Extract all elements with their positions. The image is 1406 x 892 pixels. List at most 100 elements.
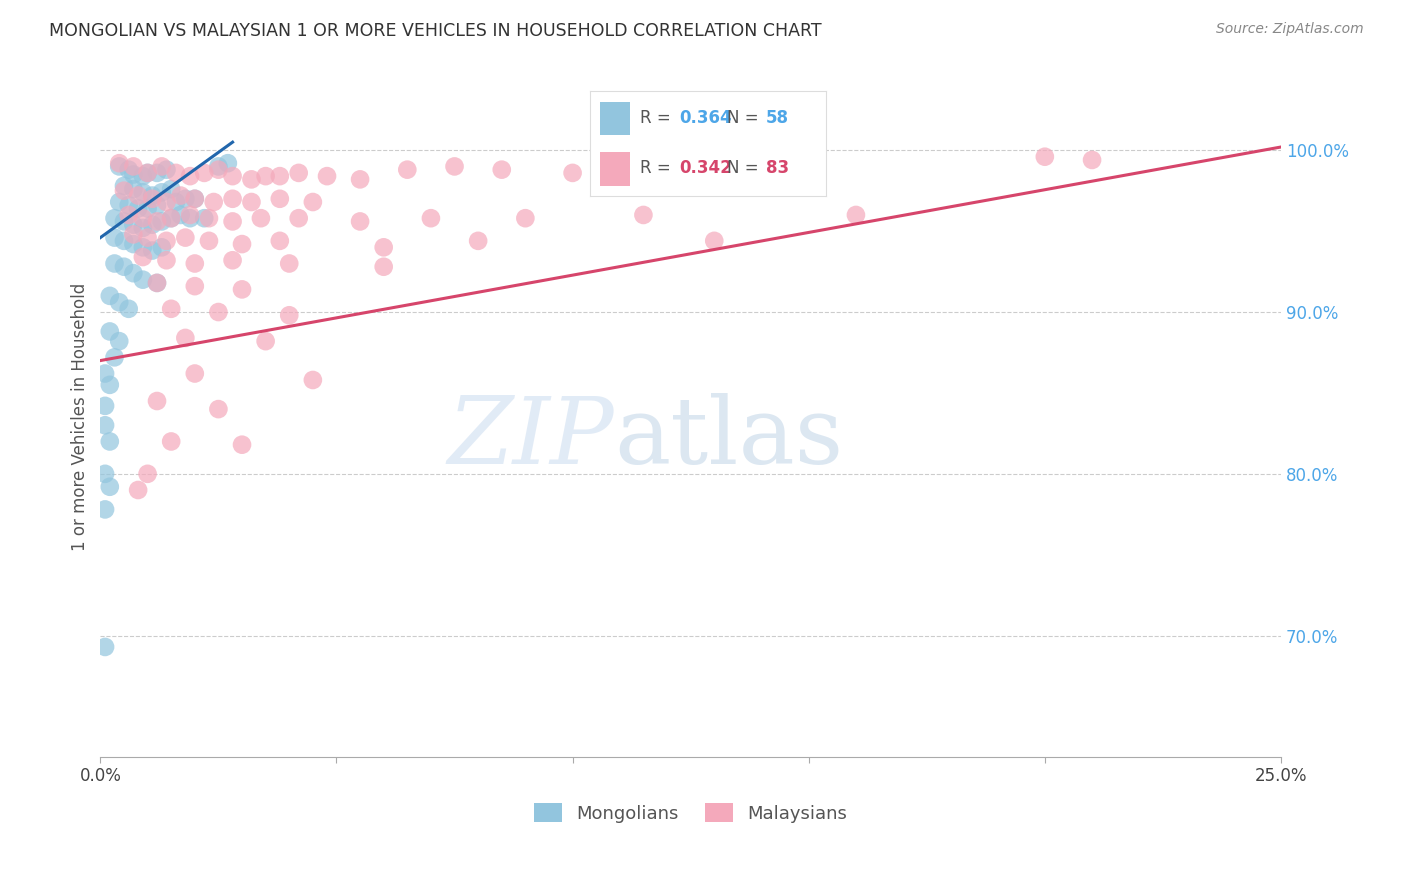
- Text: atlas: atlas: [614, 392, 844, 483]
- Point: [202, 194, 225, 209]
- Point: [174, 192, 197, 206]
- Point: [221, 169, 243, 183]
- Point: [155, 234, 177, 248]
- Point: [221, 214, 243, 228]
- Point: [184, 192, 207, 206]
- Point: [132, 186, 155, 200]
- Point: [94, 467, 117, 481]
- Point: [174, 331, 197, 345]
- Point: [103, 230, 125, 244]
- Point: [165, 194, 187, 209]
- Point: [703, 234, 725, 248]
- Point: [349, 172, 371, 186]
- Point: [122, 182, 145, 196]
- Point: [278, 308, 301, 322]
- Point: [150, 214, 173, 228]
- Point: [633, 208, 655, 222]
- Point: [136, 166, 159, 180]
- Y-axis label: 1 or more Vehicles in Household: 1 or more Vehicles in Household: [72, 283, 89, 551]
- Point: [103, 351, 125, 365]
- Point: [112, 178, 135, 193]
- Point: [150, 186, 173, 200]
- Point: [396, 162, 419, 177]
- Point: [108, 194, 131, 209]
- Point: [155, 162, 177, 177]
- Point: [118, 162, 141, 177]
- Point: [136, 202, 159, 216]
- Point: [146, 166, 169, 180]
- Point: [184, 279, 207, 293]
- Point: [467, 234, 489, 248]
- Text: ZIP: ZIP: [447, 392, 614, 483]
- Point: [98, 325, 121, 339]
- Point: [94, 399, 117, 413]
- Point: [302, 194, 325, 209]
- Point: [1081, 153, 1104, 167]
- Point: [179, 208, 201, 222]
- Point: [132, 250, 155, 264]
- Point: [146, 276, 169, 290]
- Point: [122, 227, 145, 242]
- Point: [103, 256, 125, 270]
- Point: [443, 160, 465, 174]
- Point: [845, 208, 868, 222]
- Point: [231, 438, 253, 452]
- Point: [108, 295, 131, 310]
- Point: [169, 188, 191, 202]
- Point: [184, 256, 207, 270]
- Point: [160, 211, 183, 226]
- Point: [373, 240, 395, 254]
- Point: [155, 194, 177, 209]
- Point: [184, 192, 207, 206]
- Point: [94, 640, 117, 654]
- Point: [207, 162, 229, 177]
- Point: [254, 334, 277, 348]
- Point: [278, 256, 301, 270]
- Point: [122, 237, 145, 252]
- Point: [122, 266, 145, 280]
- Point: [207, 402, 229, 417]
- Point: [136, 166, 159, 180]
- Point: [146, 394, 169, 409]
- Point: [269, 234, 291, 248]
- Point: [184, 367, 207, 381]
- Point: [127, 202, 149, 216]
- Point: [132, 220, 155, 235]
- Point: [146, 198, 169, 212]
- Point: [179, 211, 201, 226]
- Point: [193, 166, 215, 180]
- Point: [221, 192, 243, 206]
- Point: [349, 214, 371, 228]
- Point: [122, 160, 145, 174]
- Point: [112, 234, 135, 248]
- Point: [98, 434, 121, 449]
- Point: [240, 172, 263, 186]
- Point: [118, 198, 141, 212]
- Point: [751, 160, 773, 174]
- Point: [240, 194, 263, 209]
- Point: [254, 169, 277, 183]
- Point: [287, 166, 309, 180]
- Point: [98, 480, 121, 494]
- Point: [198, 211, 221, 226]
- Point: [98, 289, 121, 303]
- Point: [122, 168, 145, 182]
- Point: [221, 253, 243, 268]
- Point: [491, 162, 513, 177]
- Point: [179, 169, 201, 183]
- Point: [141, 188, 163, 202]
- Point: [150, 160, 173, 174]
- Point: [118, 301, 141, 316]
- Text: MONGOLIAN VS MALAYSIAN 1 OR MORE VEHICLES IN HOUSEHOLD CORRELATION CHART: MONGOLIAN VS MALAYSIAN 1 OR MORE VEHICLE…: [49, 22, 823, 40]
- Point: [108, 334, 131, 348]
- Point: [132, 211, 155, 226]
- Point: [155, 253, 177, 268]
- Point: [160, 301, 183, 316]
- Point: [127, 188, 149, 202]
- Point: [302, 373, 325, 387]
- Point: [1033, 150, 1056, 164]
- Point: [250, 211, 273, 226]
- Point: [207, 160, 229, 174]
- Point: [132, 240, 155, 254]
- Text: Source: ZipAtlas.com: Source: ZipAtlas.com: [1216, 22, 1364, 37]
